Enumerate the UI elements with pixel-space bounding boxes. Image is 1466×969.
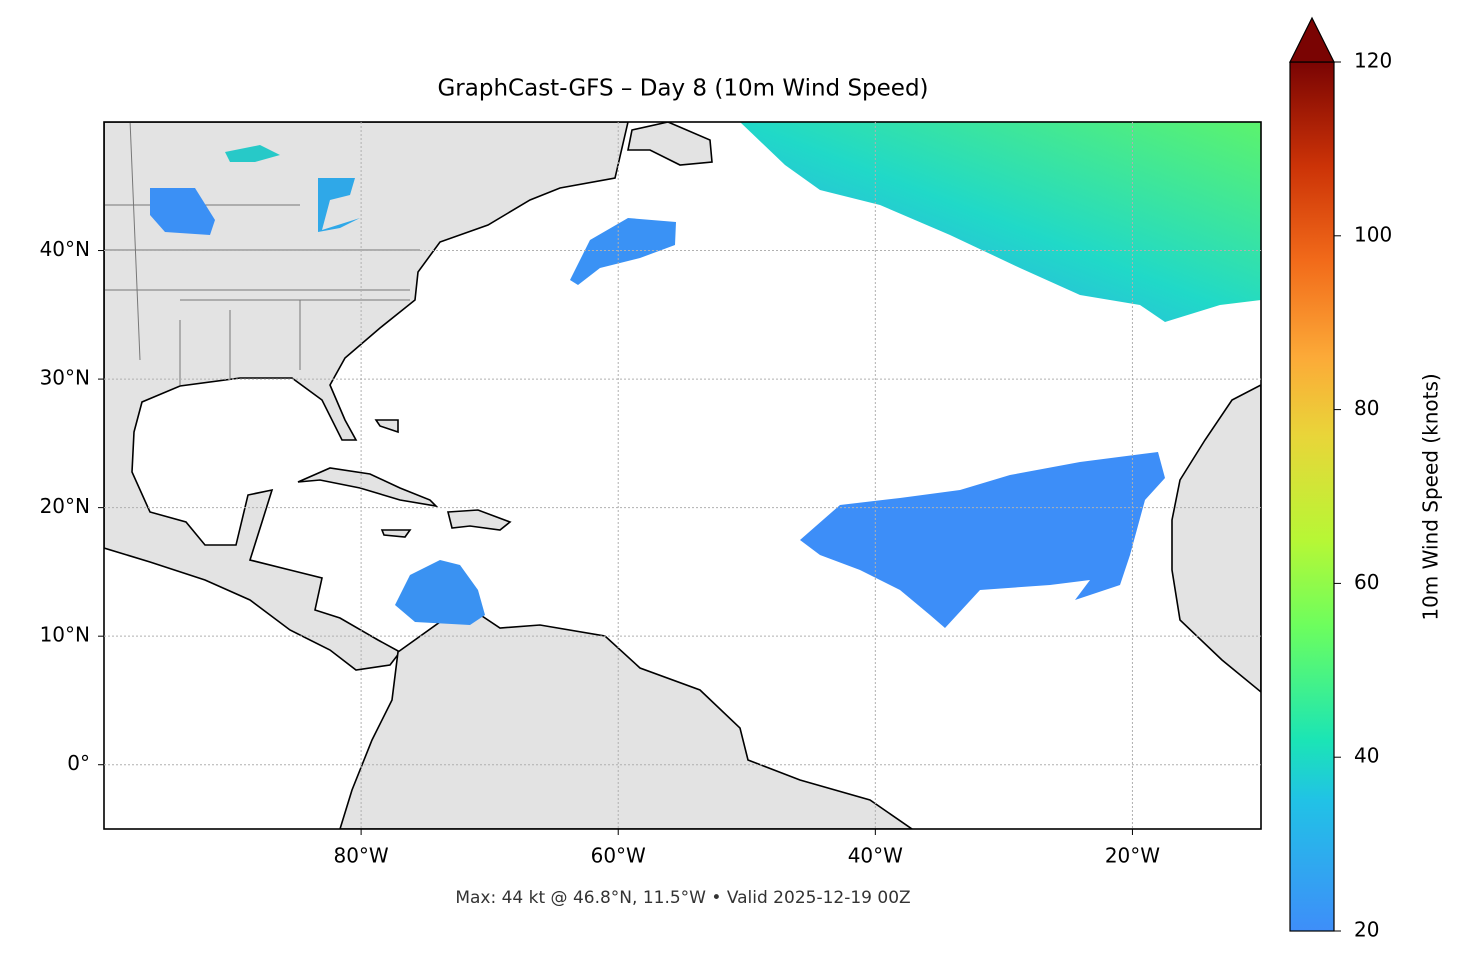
cuba [297,467,439,508]
colorbar-tick-label: 100 [1354,222,1392,246]
colorbar-tick-label: 120 [1354,49,1392,73]
y-tick-label: 40°N [40,237,90,261]
chart-title: GraphCast-GFS – Day 8 (10m Wind Speed) [437,76,928,102]
colorbar-extend [1289,16,1335,63]
colorbar-tick-label: 60 [1354,570,1379,594]
wind-region [150,188,215,235]
wind-region [318,178,360,232]
y-tick-label: 0° [67,751,90,775]
newfoundland [627,122,713,166]
wind-region [800,452,1165,628]
x-tick-label: 20°W [1105,844,1160,868]
colorbar [1289,61,1335,932]
annotation: Max: 44 kt @ 46.8°N, 11.5°W • Valid 2025… [455,888,910,908]
y-tick-label: 30°N [40,366,90,390]
colorbar-tick-label: 80 [1354,396,1379,420]
colorbar-tick-label: 40 [1354,744,1379,768]
hispaniola [446,509,512,531]
x-tick-label: 40°W [848,844,903,868]
y-tick-label: 10°N [40,623,90,647]
wind-region [225,145,280,162]
wind-region [570,218,676,285]
north-america [104,122,629,671]
colorbar-tick-label: 20 [1354,918,1379,942]
map [104,122,1261,829]
florida-keys [374,419,399,434]
axes-frame [103,121,1262,830]
jamaica [380,529,412,538]
y-tick-label: 20°N [40,494,90,518]
wind-region [740,122,1261,322]
wind-region [395,560,485,625]
x-tick-label: 60°W [591,844,646,868]
africa [1171,384,1261,694]
colorbar-label: 10m Wind Speed (knots) [1419,373,1443,620]
south-america [339,607,914,829]
x-tick-label: 80°W [333,844,388,868]
